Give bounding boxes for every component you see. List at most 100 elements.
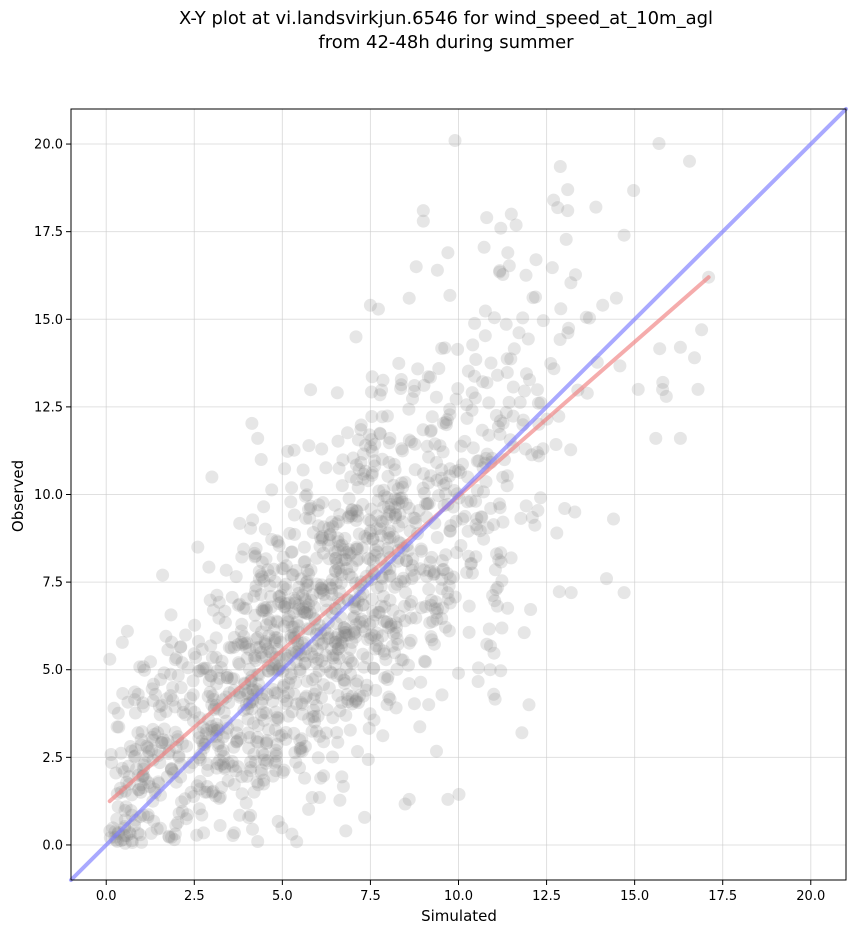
- scatter-point: [381, 541, 395, 555]
- scatter-point: [437, 562, 451, 576]
- scatter-point: [331, 689, 345, 702]
- scatter-point: [330, 557, 344, 570]
- scatter-point: [231, 733, 245, 747]
- scatter-point: [255, 604, 269, 618]
- scatter-point: [277, 678, 291, 692]
- scatter-point: [261, 642, 275, 656]
- scatter-point: [381, 469, 395, 483]
- scatter-point: [350, 504, 364, 518]
- scatter-point: [516, 413, 530, 427]
- scatter-point: [333, 596, 346, 610]
- scatter-point: [222, 640, 236, 654]
- scatter-point: [489, 409, 503, 422]
- scatter-point: [353, 689, 366, 703]
- scatter-point: [430, 606, 444, 620]
- scatter-point: [117, 765, 131, 779]
- scatter-point: [147, 814, 161, 828]
- scatter-point: [257, 713, 271, 727]
- scatter-point: [319, 660, 332, 673]
- scatter-point: [441, 592, 455, 606]
- scatter-point: [115, 761, 129, 775]
- scatter-point: [181, 661, 195, 675]
- scatter-point: [309, 656, 323, 670]
- scatter-point: [285, 568, 299, 582]
- scatter-point: [165, 830, 178, 844]
- scatter-point: [287, 508, 301, 522]
- scatter-point: [519, 499, 533, 513]
- scatter-point: [322, 631, 336, 645]
- scatter-point: [493, 501, 507, 515]
- scatter-point: [550, 526, 564, 540]
- scatter-point: [259, 706, 273, 720]
- scatter-point: [568, 505, 582, 519]
- scatter-point: [156, 733, 170, 747]
- scatter-point: [337, 621, 351, 635]
- scatter-point: [296, 588, 310, 602]
- scatter-point: [547, 193, 561, 207]
- scatter-point: [162, 829, 176, 843]
- scatter-point: [339, 708, 353, 722]
- scatter-point: [429, 595, 443, 609]
- scatter-point: [315, 578, 329, 592]
- scatter-point: [378, 647, 391, 661]
- scatter-point: [308, 600, 321, 614]
- scatter-point: [332, 651, 346, 665]
- scatter-point: [417, 563, 431, 577]
- scatter-point: [315, 529, 329, 543]
- scatter-point: [381, 526, 395, 540]
- scatter-point: [164, 608, 178, 622]
- scatter-point: [344, 667, 357, 681]
- scatter-point: [382, 455, 396, 469]
- scatter-point: [369, 683, 383, 697]
- y-tick-label: 7.5: [42, 576, 63, 591]
- scatter-point: [524, 603, 538, 616]
- scatter-point: [469, 494, 483, 508]
- scatter-point: [333, 793, 347, 807]
- scatter-point: [118, 836, 132, 850]
- scatter-point: [329, 564, 343, 578]
- scatter-point: [482, 428, 496, 442]
- scatter-point: [251, 431, 265, 445]
- scatter-point: [335, 696, 349, 709]
- scatter-point: [313, 531, 327, 545]
- scatter-point: [470, 512, 484, 525]
- scatter-point: [270, 710, 284, 724]
- scatter-point: [260, 736, 274, 749]
- scatter-point: [247, 716, 260, 730]
- scatter-point: [159, 705, 173, 718]
- scatter-point: [175, 804, 189, 818]
- scatter-point: [438, 487, 452, 501]
- scatter-point: [248, 608, 262, 622]
- scatter-point: [368, 459, 382, 473]
- scatter-point: [493, 427, 507, 441]
- scatter-point: [345, 689, 359, 703]
- scatter-point: [443, 572, 457, 586]
- scatter-point: [427, 568, 440, 582]
- scatter-point: [271, 615, 285, 629]
- scatter-point: [279, 601, 293, 615]
- scatter-point: [285, 827, 299, 841]
- scatter-point: [276, 580, 290, 594]
- scatter-point: [284, 495, 298, 509]
- scatter-point: [216, 743, 230, 757]
- scatter-point: [405, 572, 419, 585]
- scatter-point: [534, 491, 548, 505]
- scatter-point: [470, 484, 484, 497]
- scatter-point: [322, 533, 336, 547]
- scatter-point: [151, 749, 165, 763]
- scatter-point: [326, 750, 339, 764]
- scatter-point: [432, 489, 446, 503]
- scatter-point: [262, 612, 275, 626]
- scatter-point: [349, 503, 363, 517]
- scatter-point: [212, 702, 226, 716]
- scatter-point: [349, 513, 363, 527]
- scatter-point: [206, 603, 220, 617]
- scatter-point: [306, 526, 320, 539]
- scatter-point: [458, 509, 472, 523]
- scatter-point: [186, 674, 200, 688]
- scatter-point: [168, 700, 182, 714]
- scatter-point: [341, 426, 354, 440]
- scatter-point: [325, 642, 338, 656]
- scatter-point: [413, 720, 427, 734]
- scatter-point: [407, 384, 421, 398]
